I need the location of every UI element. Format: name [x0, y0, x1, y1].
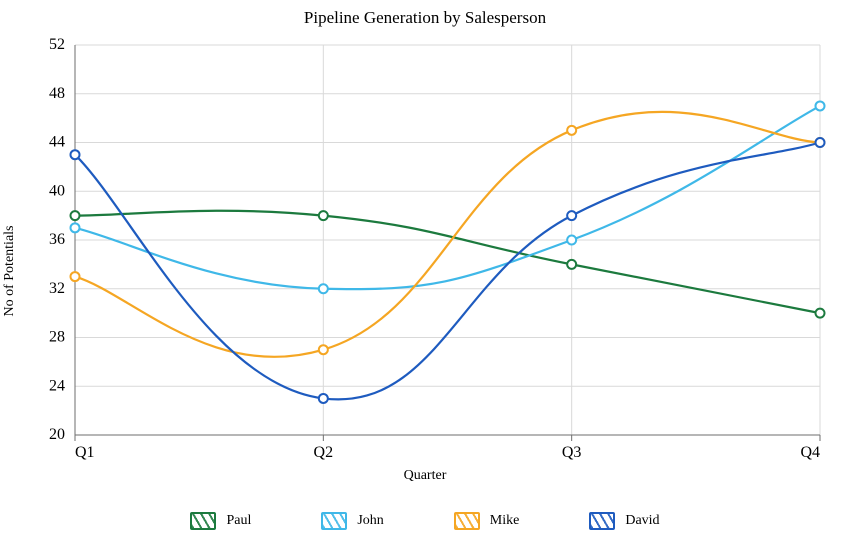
legend-item-david[interactable]: David [589, 512, 659, 530]
svg-text:Q1: Q1 [75, 444, 95, 461]
series-marker-john [319, 284, 328, 293]
legend-item-john[interactable]: John [321, 512, 383, 530]
series-marker-mike [567, 126, 576, 135]
chart-root: Pipeline Generation by Salesperson No of… [0, 0, 850, 542]
series-marker-david [816, 138, 825, 147]
svg-text:24: 24 [49, 377, 65, 394]
svg-text:52: 52 [49, 36, 65, 53]
series-marker-mike [319, 345, 328, 354]
legend-swatch [190, 512, 216, 530]
svg-text:48: 48 [49, 85, 65, 102]
svg-text:Q2: Q2 [314, 444, 334, 461]
legend-swatch [454, 512, 480, 530]
series-marker-paul [816, 309, 825, 318]
svg-text:40: 40 [49, 182, 65, 199]
legend: Paul John Mike David [0, 512, 850, 530]
series-marker-john [71, 223, 80, 232]
series-line-john [75, 106, 820, 289]
legend-swatch [589, 512, 615, 530]
svg-text:20: 20 [49, 426, 65, 443]
series-marker-john [816, 101, 825, 110]
legend-swatch [321, 512, 347, 530]
series-marker-paul [567, 260, 576, 269]
series-line-paul [75, 211, 820, 313]
legend-item-paul[interactable]: Paul [190, 512, 251, 530]
series-marker-paul [71, 211, 80, 220]
svg-text:36: 36 [49, 231, 65, 248]
svg-text:28: 28 [49, 329, 65, 346]
series-line-mike [75, 112, 820, 357]
series-marker-david [319, 394, 328, 403]
series-marker-paul [319, 211, 328, 220]
legend-label: David [625, 513, 659, 529]
series-marker-mike [71, 272, 80, 281]
svg-text:Q4: Q4 [800, 444, 820, 461]
y-axis-label: No of Potentials [2, 226, 18, 317]
svg-text:Q3: Q3 [562, 444, 582, 461]
svg-text:32: 32 [49, 280, 65, 297]
series-marker-john [567, 236, 576, 245]
series-line-david [75, 143, 820, 400]
legend-label: John [357, 513, 383, 529]
legend-item-mike[interactable]: Mike [454, 512, 520, 530]
plot-area: 202428323640444852Q1Q2Q3Q4 [75, 45, 820, 435]
series-marker-david [71, 150, 80, 159]
legend-label: Mike [490, 513, 520, 529]
chart-title: Pipeline Generation by Salesperson [0, 8, 850, 28]
plot-svg: 202428323640444852Q1Q2Q3Q4 [75, 45, 820, 435]
svg-text:44: 44 [49, 134, 65, 151]
series-marker-david [567, 211, 576, 220]
legend-label: Paul [226, 513, 251, 529]
x-axis-label: Quarter [0, 468, 850, 484]
